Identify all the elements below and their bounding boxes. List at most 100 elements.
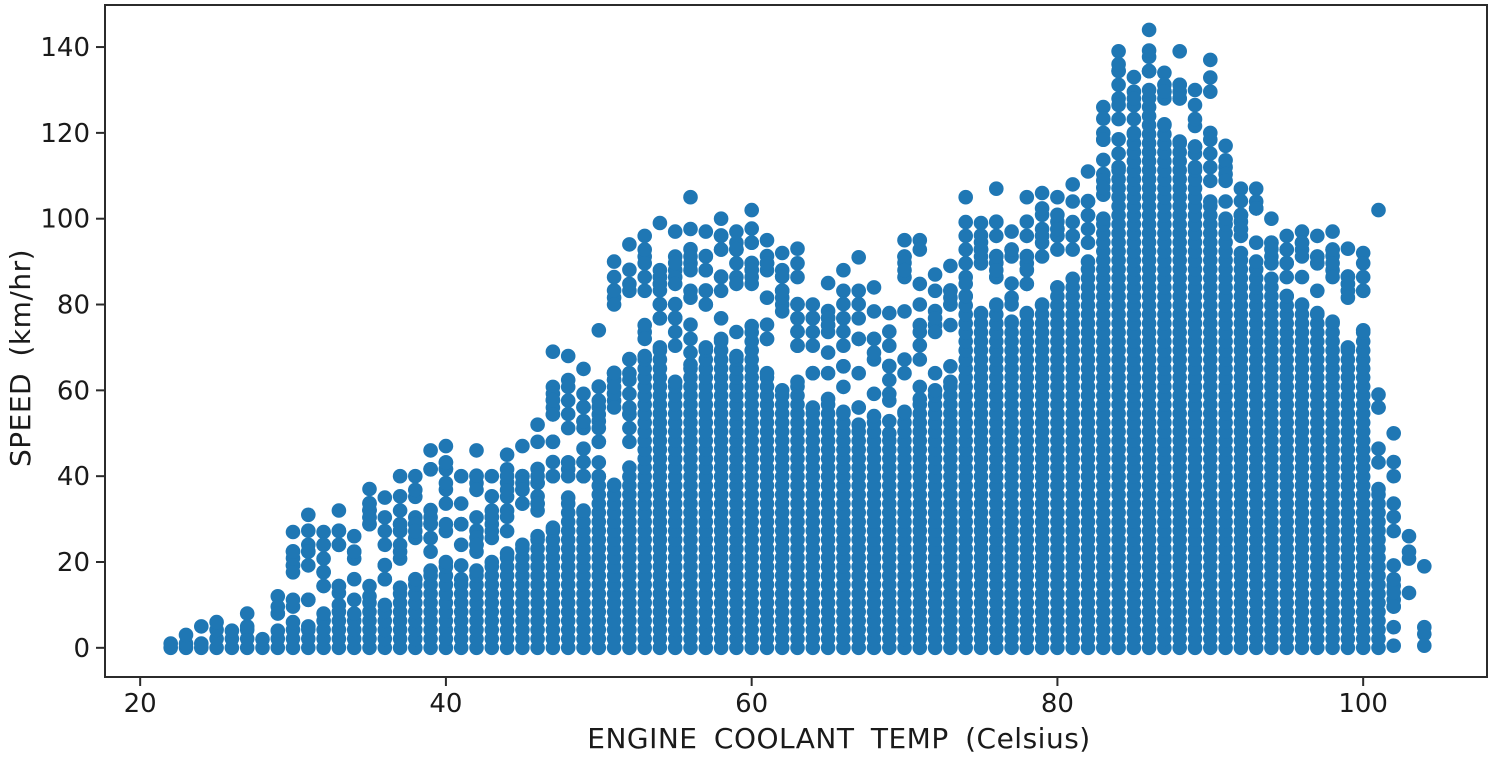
scatter-point (683, 331, 698, 347)
scatter-point (912, 324, 928, 340)
scatter-point (1157, 84, 1172, 99)
scatter-point (851, 417, 866, 433)
scatter-point (423, 530, 438, 546)
y-axis: 0 20 40 60 80 100 120 140 (40, 33, 105, 664)
y-tick-label: 20 (57, 548, 90, 578)
scatter-point (622, 460, 637, 475)
scatter-point (866, 304, 882, 319)
scatter-point (622, 400, 637, 415)
scatter-point (774, 245, 790, 261)
scatter-point (897, 232, 912, 248)
scatter-point (346, 528, 362, 544)
scatter-point (729, 241, 744, 257)
scatter-point (1065, 214, 1080, 230)
scatter-point (989, 262, 1004, 278)
scatter-point (851, 365, 866, 381)
scatter-point (1050, 221, 1065, 237)
scatter-point (1111, 56, 1126, 72)
scatter-point (622, 434, 637, 450)
scatter-point (591, 379, 607, 394)
scatter-point (392, 503, 408, 518)
scatter-point (331, 537, 347, 553)
scatter-point (1065, 271, 1080, 287)
scatter-point (882, 305, 897, 321)
scatter-point (1340, 241, 1356, 256)
scatter-point (499, 509, 515, 525)
scatter-point (1187, 82, 1203, 98)
scatter-point (912, 297, 928, 312)
scatter-point (820, 345, 836, 360)
scatter-point (331, 578, 347, 594)
scatter-point (713, 211, 729, 226)
scatter-point (377, 571, 393, 587)
scatter-point (698, 283, 714, 298)
scatter-point (1096, 211, 1111, 226)
scatter-point (1019, 214, 1035, 229)
scatter-point (713, 331, 729, 347)
scatter-point (1355, 255, 1371, 271)
scatter-point (1325, 269, 1340, 285)
scatter-point (866, 386, 882, 402)
scatter-point (973, 305, 989, 321)
scatter-point (1294, 269, 1310, 285)
scatter-point (453, 468, 469, 484)
scatter-point (392, 468, 408, 484)
scatter-point (774, 304, 790, 319)
scatter-point (1233, 221, 1249, 237)
scatter-point (927, 324, 943, 340)
scatter-point (713, 269, 729, 285)
scatter-point (1065, 228, 1080, 244)
scatter-point (1294, 224, 1310, 239)
scatter-point (576, 361, 591, 377)
scatter-point (1355, 245, 1371, 261)
scatter-point (499, 523, 515, 539)
scatter-point (1264, 255, 1279, 271)
scatter-point (1141, 63, 1157, 79)
scatter-point (1386, 619, 1401, 635)
scatter-point (194, 619, 209, 634)
scatter-point (1371, 441, 1386, 457)
scatter-point (606, 297, 622, 312)
y-tick-label: 60 (57, 376, 90, 406)
scatter-point (882, 358, 897, 374)
scatter-point (652, 311, 668, 326)
scatter-point (637, 255, 652, 271)
scatter-point (560, 455, 576, 470)
scatter-point (1310, 283, 1325, 299)
y-tick-label: 80 (57, 291, 90, 321)
scatter-point (285, 614, 301, 630)
scatter-point (958, 288, 973, 304)
scatter-point (1034, 228, 1050, 244)
scatter-point (667, 255, 683, 271)
scatter-point (912, 338, 928, 353)
scatter-point (545, 434, 561, 450)
scatter-point (882, 372, 897, 388)
scatter-point (1218, 211, 1233, 226)
scatter-point (606, 283, 622, 298)
scatter-point (530, 468, 545, 484)
scatter-point (1126, 69, 1142, 85)
scatter-point (1111, 111, 1126, 127)
scatter-point (912, 379, 928, 395)
scatter-point (790, 241, 805, 256)
scatter-point (805, 324, 821, 340)
scatter-point (1004, 224, 1019, 239)
scatter-point (744, 235, 759, 250)
scatter-point (1050, 207, 1065, 223)
scatter-point (1050, 189, 1065, 205)
scatter-point (698, 262, 714, 278)
scatter-point (1233, 245, 1249, 261)
scatter-point (1279, 242, 1294, 257)
scatter-point (545, 454, 561, 470)
scatter-point (560, 406, 576, 422)
scatter-point (1310, 305, 1325, 321)
scatter-point (408, 523, 423, 539)
scatter-point (301, 544, 316, 559)
scatter-point (652, 297, 668, 312)
scatter-point (545, 407, 561, 422)
scatter-point (1417, 638, 1432, 653)
scatter-point (1141, 43, 1157, 58)
scatter-point (637, 348, 652, 364)
scatter-point (301, 558, 316, 573)
scatter-point (927, 383, 943, 398)
